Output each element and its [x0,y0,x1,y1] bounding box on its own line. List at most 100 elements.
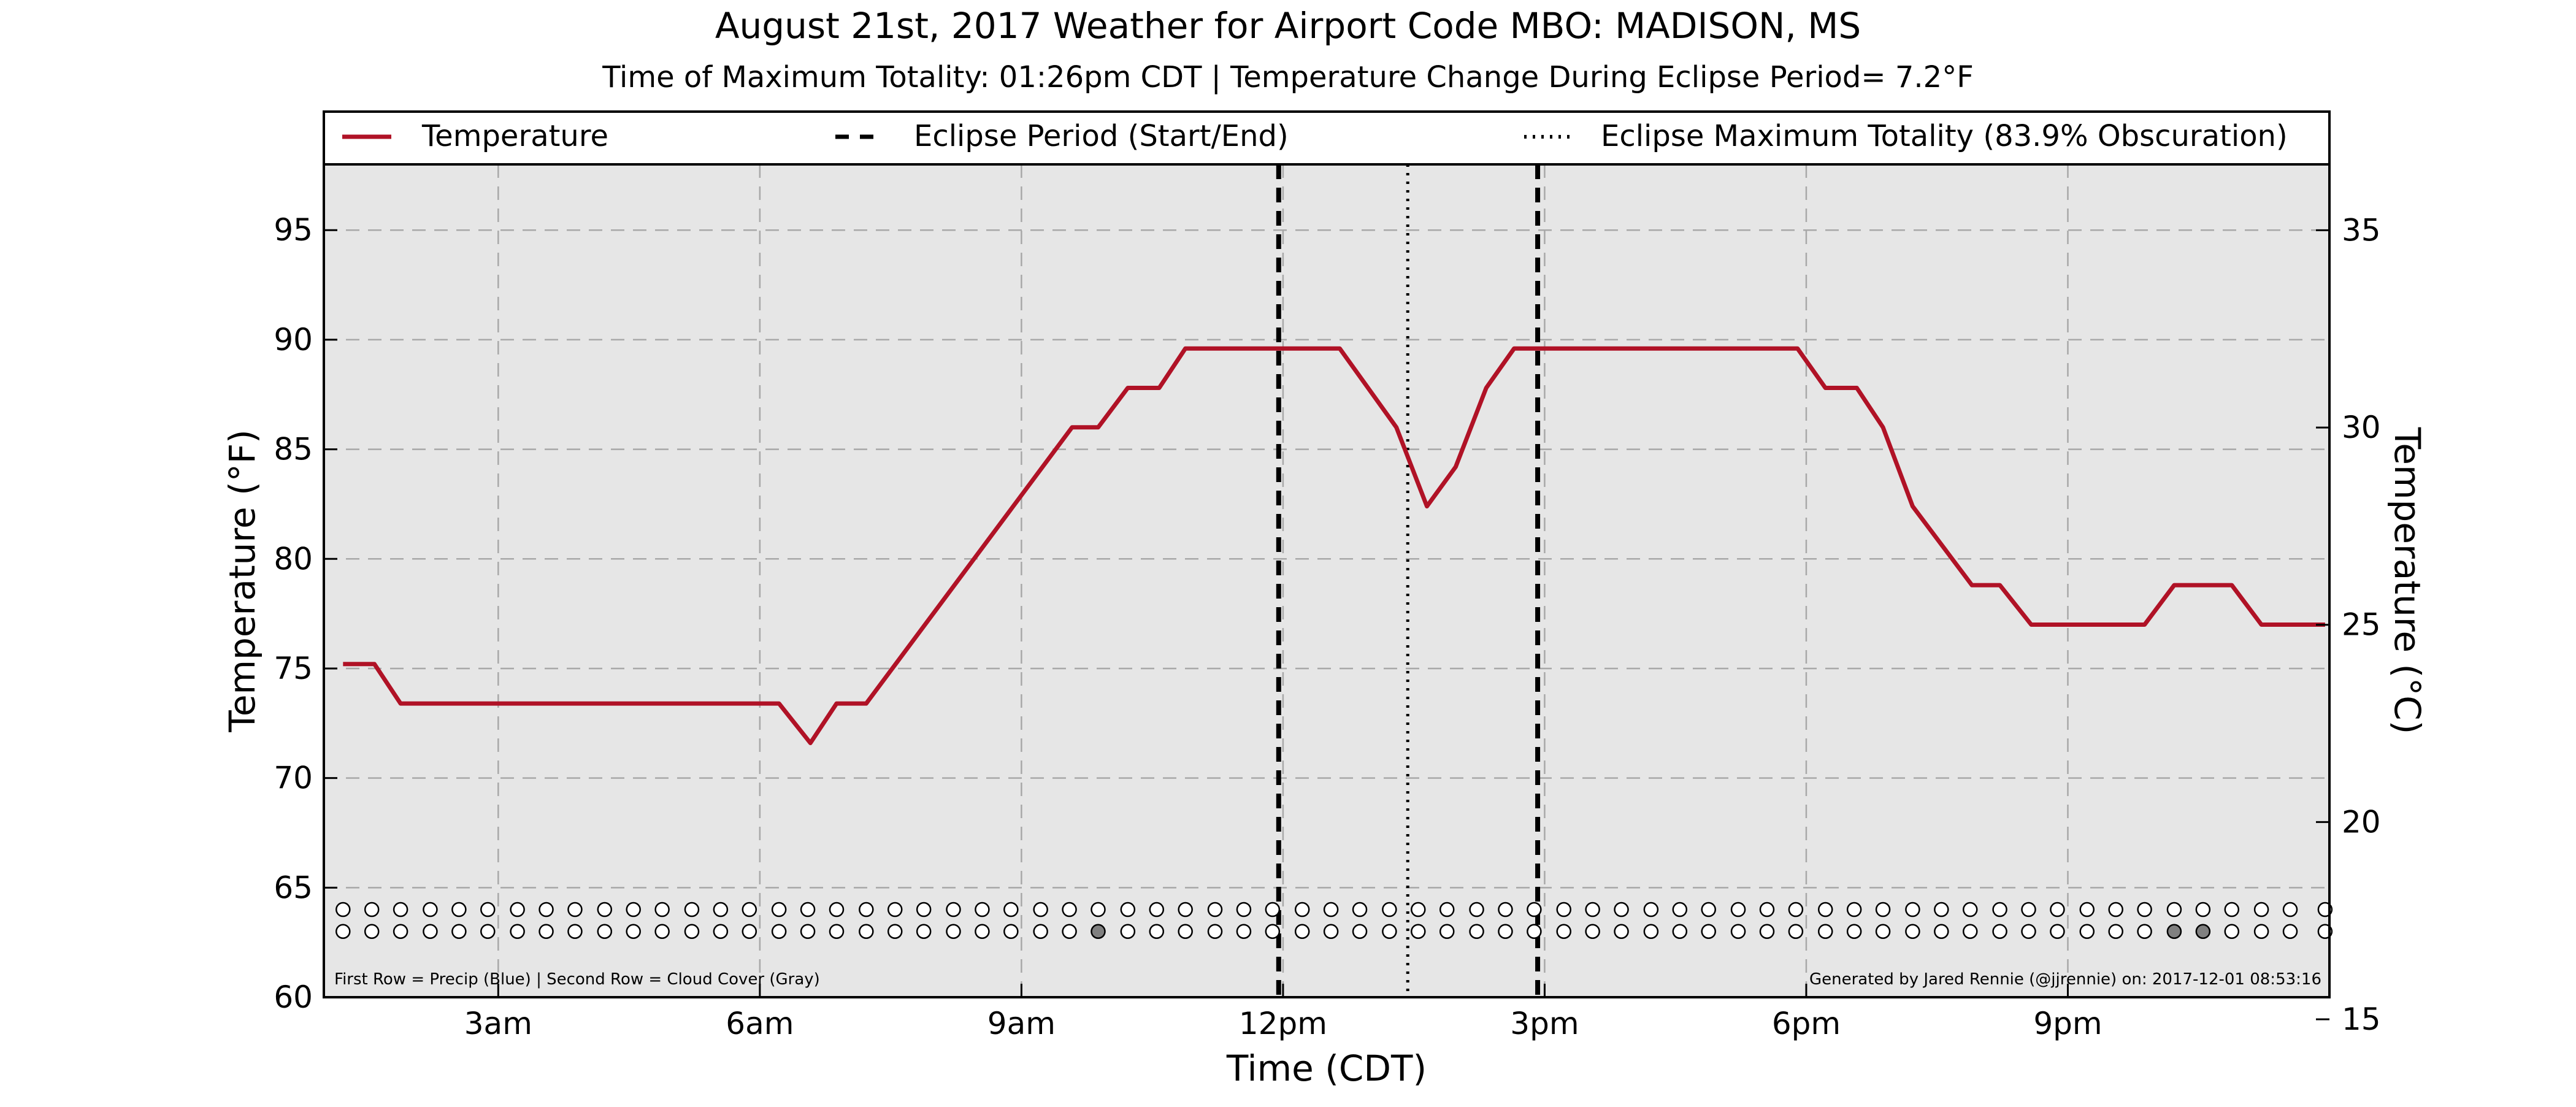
y-right-tick-label: 35 [2342,212,2381,248]
y-axis-left-ticks: 60 65 70 75 80 85 90 95 [274,212,337,1015]
cloud-cover-marker [1672,924,1688,940]
cloud-cover-marker [1788,924,1804,940]
cloud-cover-marker [654,924,670,940]
cloud-cover-marker [1585,924,1600,940]
precip-marker [1323,902,1339,917]
precip-marker [2021,902,2036,917]
precip-marker [1439,902,1455,917]
legend-temperature-label: Temperature [421,119,608,153]
cloud-cover-marker [859,924,874,940]
cloud-cover-marker [1149,924,1165,940]
precip-marker [1759,902,1775,917]
precip-marker [2195,902,2211,917]
cloud-cover-marker [1498,924,1513,940]
precip-marker [1469,902,1484,917]
precip-marker [1875,902,1891,917]
cloud-cover-marker [800,924,816,940]
cloud-cover-marker [1411,924,1426,940]
precip-marker [1236,902,1252,917]
cloud-cover-marker [1759,924,1775,940]
precip-marker [451,902,467,917]
y-axis-left-label: Temperature (°F) [221,429,263,732]
precip-marker [1556,902,1571,917]
precip-marker [1701,902,1716,917]
y-axis-right-label: Temperature (°C) [2386,427,2428,735]
precip-marker [713,902,729,917]
x-tick-label: 9am [987,1006,1056,1041]
cloud-cover-marker [2021,924,2036,940]
precip-marker [1585,902,1600,917]
cloud-cover-marker [2195,924,2211,940]
precip-marker [829,902,845,917]
precip-marker [1498,902,1513,917]
precip-marker [1411,902,1426,917]
precip-marker [654,902,670,917]
precip-marker [567,902,583,917]
cloud-cover-marker [946,924,961,940]
y-right-tick-label: 30 [2342,410,2381,445]
cloud-cover-marker [2108,924,2123,940]
precip-marker [742,902,757,917]
precip-marker [1265,902,1281,917]
grid-lines [324,164,2329,997]
eclipse-markers [1276,164,1541,997]
cloud-cover-marker [829,924,845,940]
precip-marker [1817,902,1833,917]
cloud-cover-marker [1062,924,1077,940]
precip-marker [1294,902,1310,917]
cloud-cover-marker [713,924,729,940]
precip-marker [1643,902,1659,917]
precip-marker [2253,902,2269,917]
cloud-cover-marker [2137,924,2152,940]
cloud-cover-marker [2253,924,2269,940]
cloud-cover-marker [597,924,613,940]
precip-marker [597,902,613,917]
cloud-cover-marker [1846,924,1862,940]
precip-marker [916,902,932,917]
precip-marker [1614,902,1629,917]
y-tick-label: 90 [274,322,313,358]
precip-marker [859,902,874,917]
cloud-cover-marker [1178,924,1193,940]
y-tick-label: 80 [274,541,313,576]
cloud-cover-marker [335,924,351,940]
precip-marker [1120,902,1136,917]
y-tick-label: 60 [274,979,313,1015]
legend: Temperature Eclipse Period (Start/End) E… [323,110,2331,166]
cloud-cover-marker [1120,924,1136,940]
precip-marker [335,902,351,917]
precip-cloud-rows [335,902,2333,940]
cloud-cover-marker [742,924,757,940]
cloud-cover-marker [684,924,700,940]
legend-eclipse-period-label: Eclipse Period (Start/End) [914,119,1289,153]
precip-marker [364,902,380,917]
x-axis-label: Time (CDT) [1226,1048,1427,1089]
cloud-cover-marker [1265,924,1281,940]
precip-marker [2224,902,2240,917]
precip-marker [423,902,438,917]
precip-marker [1672,902,1688,917]
footnote-left: First Row = Precip (Blue) | Second Row =… [334,970,820,989]
temperature-line [343,346,2325,745]
cloud-cover-marker [1382,924,1397,940]
y-right-tick-label: 25 [2342,607,2381,643]
cloud-cover-marker [1527,924,1542,940]
precip-marker [946,902,961,917]
precip-marker [975,902,990,917]
cloud-cover-marker [423,924,438,940]
precip-marker [1207,902,1223,917]
cloud-cover-marker [2079,924,2095,940]
cloud-cover-marker [916,924,932,940]
cloud-cover-marker [539,924,554,940]
precip-marker [1992,902,2007,917]
cloud-cover-marker [480,924,496,940]
temperature-series [343,346,2325,745]
precip-marker [1382,902,1397,917]
precip-marker [1846,902,1862,917]
cloud-cover-marker [1352,924,1368,940]
x-tick-label: 12pm [1239,1006,1327,1041]
cloud-cover-marker [364,924,380,940]
precip-marker [1788,902,1804,917]
